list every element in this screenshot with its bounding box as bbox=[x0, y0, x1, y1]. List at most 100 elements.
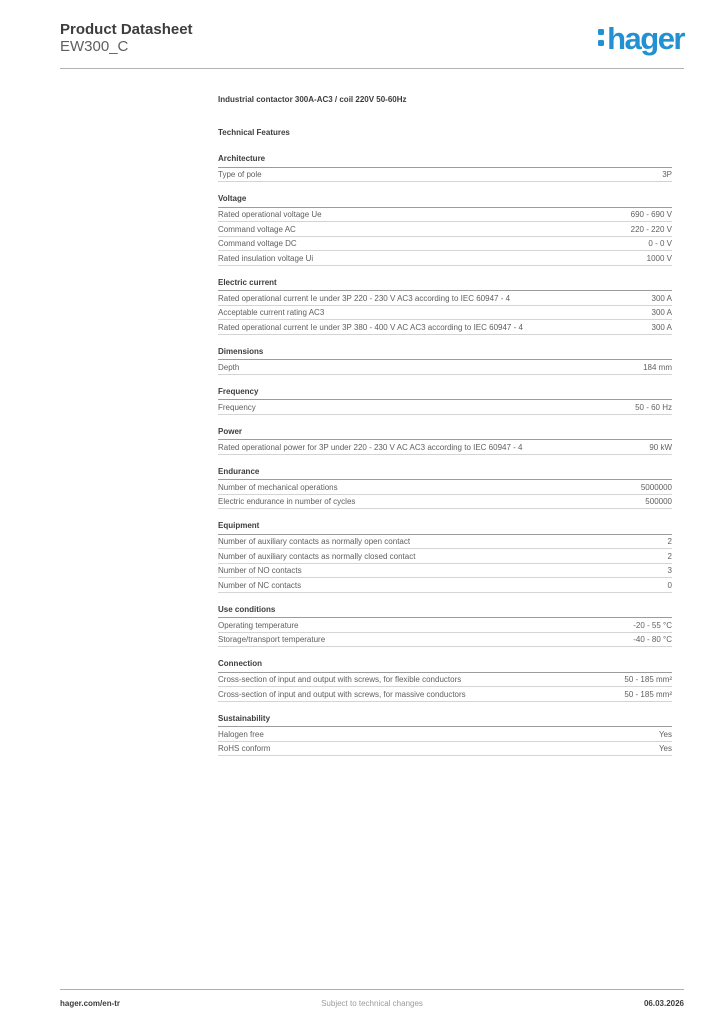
spec-row: Command voltage DC 0 - 0 V bbox=[218, 237, 672, 251]
section-title: Connection bbox=[218, 659, 672, 673]
product-reference: EW300_C bbox=[60, 38, 129, 55]
spec-label: Cross-section of input and output with s… bbox=[218, 675, 462, 684]
spec-row: RoHS conform Yes bbox=[218, 742, 672, 756]
spec-label: Command voltage DC bbox=[218, 239, 297, 248]
spec-section: Endurance Number of mechanical operations… bbox=[218, 467, 672, 509]
section-title: Power bbox=[218, 427, 672, 440]
spec-label: RoHS conform bbox=[218, 744, 271, 753]
spec-row: Number of auxiliary contacts as normally… bbox=[218, 549, 672, 564]
spec-row: Number of auxiliary contacts as normally… bbox=[218, 535, 672, 549]
footer-divider bbox=[60, 989, 684, 990]
spec-row: Cross-section of input and output with s… bbox=[218, 673, 672, 687]
spec-section: Voltage Rated operational voltage Ue 690 -… bbox=[218, 194, 672, 266]
spec-label: Electric endurance in number of cycles bbox=[218, 497, 356, 506]
spec-section: Equipment Number of auxiliary contacts as… bbox=[218, 521, 672, 593]
spec-value: Yes bbox=[658, 744, 672, 753]
spec-section: Frequency Frequency 50 - 60 Hz bbox=[218, 387, 672, 415]
spec-row: Number of NO contacts 3 bbox=[218, 564, 672, 578]
footer-disclaimer: Subject to technical changes bbox=[321, 999, 423, 1008]
spec-label: Halogen free bbox=[218, 729, 264, 739]
spec-label: Number of mechanical operations bbox=[218, 482, 338, 492]
spec-section: Use conditions Operating temperature -20 -… bbox=[218, 605, 672, 647]
section-title: Use conditions bbox=[218, 605, 672, 618]
spec-row: Rated insulation voltage Ui 1000 V bbox=[218, 251, 672, 266]
spec-value: 220 - 220 V bbox=[630, 224, 672, 234]
spec-section: Sustainability Halogen free Yes RoHS confor… bbox=[218, 714, 672, 756]
hager-logo-colon-icon bbox=[598, 29, 605, 46]
spec-value: 300 A bbox=[651, 308, 672, 317]
technical-features-heading: Technical Features bbox=[218, 128, 290, 137]
spec-label: Operating temperature bbox=[218, 620, 299, 630]
spec-label: Rated operational voltage Ue bbox=[218, 210, 322, 219]
sections: Architecture Type of pole 3P Voltage Rated o… bbox=[218, 154, 672, 756]
section-title: Equipment bbox=[218, 521, 672, 535]
section-title: Endurance bbox=[218, 467, 672, 480]
footer-date: 06.03.2026 bbox=[643, 999, 684, 1008]
spec-value: 300 A bbox=[651, 322, 672, 332]
spec-row: Halogen free Yes bbox=[218, 727, 672, 742]
spec-row: Type of pole 3P bbox=[218, 168, 672, 182]
spec-row: Cross-section of input and output with s… bbox=[218, 687, 672, 702]
spec-row: Rated operational power for 3P under 220… bbox=[218, 440, 672, 455]
spec-label: Number of auxiliary contacts as normally… bbox=[218, 551, 416, 561]
spec-label: Rated operational current Ie under 3P 38… bbox=[218, 322, 523, 332]
spec-label: Rated operational current Ie under 3P 22… bbox=[218, 293, 511, 303]
spec-value: 184 mm bbox=[643, 362, 672, 372]
spec-section: Power Rated operational power for 3P unde… bbox=[218, 427, 672, 455]
spec-value: 3P bbox=[662, 170, 672, 179]
page-footer: hager.com/en-tr Subject to technical cha… bbox=[60, 999, 684, 1008]
section-title: Architecture bbox=[218, 154, 672, 168]
spec-row: Command voltage AC 220 - 220 V bbox=[218, 222, 672, 237]
spec-row: Storage/transport temperature -40 - 80 °C bbox=[218, 633, 672, 647]
spec-label: Number of NO contacts bbox=[218, 566, 302, 575]
spec-value: 90 kW bbox=[649, 442, 672, 452]
document-title: Product Datasheet bbox=[60, 21, 193, 38]
spec-row: Acceptable current rating AC3 300 A bbox=[218, 306, 672, 320]
spec-label: Rated operational power for 3P under 220… bbox=[218, 442, 523, 452]
spec-value: 50 - 185 mm² bbox=[624, 689, 672, 699]
spec-row: Operating temperature -20 - 55 °C bbox=[218, 618, 672, 633]
spec-value: 690 - 690 V bbox=[630, 210, 672, 219]
footer-website-link[interactable]: hager.com/en-tr bbox=[60, 999, 121, 1008]
spec-row: Number of NC contacts 0 bbox=[218, 578, 672, 593]
spec-label: Frequency bbox=[218, 402, 256, 412]
spec-value: 500000 bbox=[645, 497, 672, 506]
spec-label: Type of pole bbox=[218, 170, 262, 179]
spec-label: Rated insulation voltage Ui bbox=[218, 253, 314, 263]
section-title: Sustainability bbox=[218, 714, 672, 727]
section-title: Voltage bbox=[218, 194, 672, 208]
spec-section: Connection Cross-section of input and out… bbox=[218, 659, 672, 702]
spec-value: 300 A bbox=[651, 293, 672, 303]
spec-section: Dimensions Depth 184 mm bbox=[218, 347, 672, 375]
section-title: Electric current bbox=[218, 278, 672, 291]
spec-value: 2 bbox=[667, 537, 672, 546]
spec-row: Rated operational current Ie under 3P 22… bbox=[218, 291, 672, 306]
spec-label: Depth bbox=[218, 362, 240, 372]
spec-label: Cross-section of input and output with s… bbox=[218, 689, 466, 699]
spec-value: Yes bbox=[658, 729, 672, 739]
spec-section: Electric current Rated operational curren… bbox=[218, 278, 672, 335]
page-header: Product Datasheet EW300_C hager bbox=[60, 21, 685, 56]
spec-label: Number of NC contacts bbox=[218, 580, 302, 590]
spec-value: 5000000 bbox=[640, 482, 672, 492]
hager-logo-text: hager bbox=[607, 21, 685, 56]
spec-value: 2 bbox=[667, 551, 672, 561]
spec-row: Frequency 50 - 60 Hz bbox=[218, 400, 672, 415]
datasheet-content: Industrial contactor 300A-AC3 / coil 220… bbox=[218, 95, 672, 756]
spec-value: -20 - 55 °C bbox=[633, 620, 672, 630]
spec-row: Rated operational current Ie under 3P 38… bbox=[218, 320, 672, 335]
spec-row: Number of mechanical operations 5000000 bbox=[218, 480, 672, 495]
hager-logo: hager bbox=[598, 21, 685, 56]
spec-value: -40 - 80 °C bbox=[633, 635, 672, 644]
spec-label: Command voltage AC bbox=[218, 224, 296, 234]
header-divider bbox=[60, 68, 684, 69]
spec-section: Architecture Type of pole 3P bbox=[218, 154, 672, 182]
spec-value: 3 bbox=[667, 566, 672, 575]
spec-label: Storage/transport temperature bbox=[218, 635, 326, 644]
spec-value: 1000 V bbox=[646, 253, 672, 263]
spec-row: Depth 184 mm bbox=[218, 360, 672, 375]
spec-row: Electric endurance in number of cycles 50… bbox=[218, 495, 672, 509]
section-title: Dimensions bbox=[218, 347, 672, 360]
spec-value: 0 bbox=[667, 580, 672, 590]
spec-label: Acceptable current rating AC3 bbox=[218, 308, 325, 317]
